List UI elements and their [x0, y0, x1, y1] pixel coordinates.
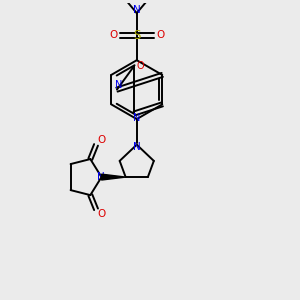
Text: S: S [133, 29, 140, 42]
Text: O: O [97, 136, 106, 146]
Text: O: O [156, 30, 164, 40]
Text: N: N [133, 142, 141, 152]
Text: O: O [109, 30, 117, 40]
Text: N: N [97, 172, 104, 182]
Text: O: O [137, 61, 145, 71]
Text: O: O [97, 209, 106, 219]
Text: N: N [133, 113, 140, 124]
Text: N: N [115, 80, 123, 90]
Text: N: N [133, 5, 141, 15]
Polygon shape [101, 174, 126, 180]
